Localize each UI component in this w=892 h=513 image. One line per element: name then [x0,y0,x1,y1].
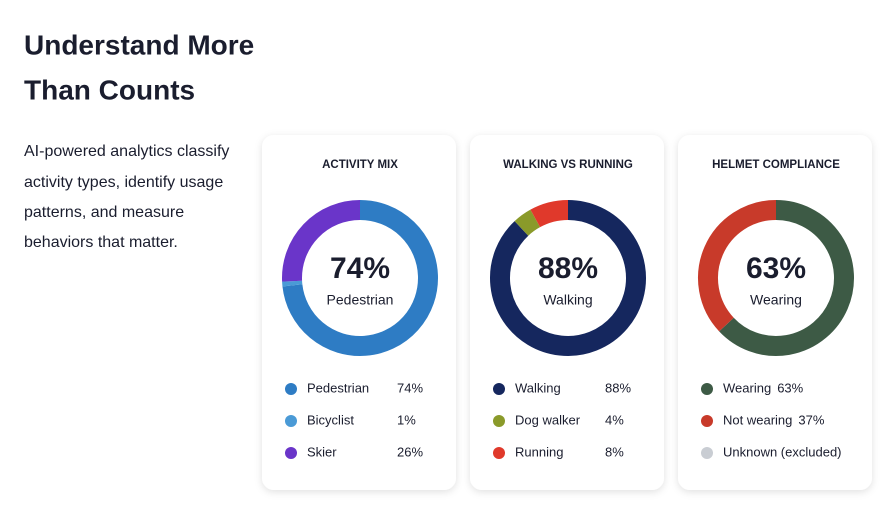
card: WALKING VS RUNNING 88% Walking Walking 88% Do… [470,135,664,490]
legend-dot [285,447,297,459]
center-value: 63% [746,252,806,285]
center-label: Walking [543,292,592,308]
legend-label: Walking [515,380,561,395]
legend-value: 74% [397,380,423,395]
card: ACTIVITY MIX 74% Pedestrian Pedestrian 74% Bi… [262,135,456,490]
legend-value: 37% [798,412,824,427]
legend-dot [493,447,505,459]
legend-label: Dog walker [515,412,581,427]
legend-value: 8% [605,444,624,459]
legend-value: 63% [777,380,803,395]
legend-label: Skier [307,444,337,459]
legend-value: 1% [397,412,416,427]
legend-dot [493,383,505,395]
center-value: 74% [330,252,390,285]
card-title: HELMET COMPLIANCE [712,159,840,171]
description-line: behaviors that matter. [24,234,178,251]
legend-dot [285,383,297,395]
legend-label: Not wearing [723,412,792,427]
heading-line: Than Counts [24,74,195,105]
description-line: patterns, and measure [24,204,184,221]
donut-segment [521,218,535,228]
center-label: Wearing [750,292,802,308]
legend-dot [493,415,505,427]
card: HELMET COMPLIANCE 63% Wearing Wearing 63% Not… [678,135,872,490]
legend-label: Bicyclist [307,412,354,427]
legend-label: Unknown (excluded) [723,444,842,459]
legend-value: 88% [605,380,631,395]
legend-value: 26% [397,444,423,459]
description-line: AI-powered analytics classify [24,143,229,160]
center-label: Pedestrian [327,292,394,308]
donut-segment [535,210,568,218]
card-title: WALKING VS RUNNING [503,159,633,171]
center-value: 88% [538,252,598,285]
legend-value: 4% [605,412,624,427]
legend-label: Wearing [723,380,771,395]
description-line: activity types, identify usage [24,174,223,191]
legend-label: Running [515,444,563,459]
heading-line: Understand More [24,29,254,60]
card-title: ACTIVITY MIX [322,159,398,171]
legend-dot [701,415,713,427]
legend-dot [701,447,713,459]
legend-dot [285,415,297,427]
legend-label: Pedestrian [307,380,369,395]
legend-dot [701,383,713,395]
